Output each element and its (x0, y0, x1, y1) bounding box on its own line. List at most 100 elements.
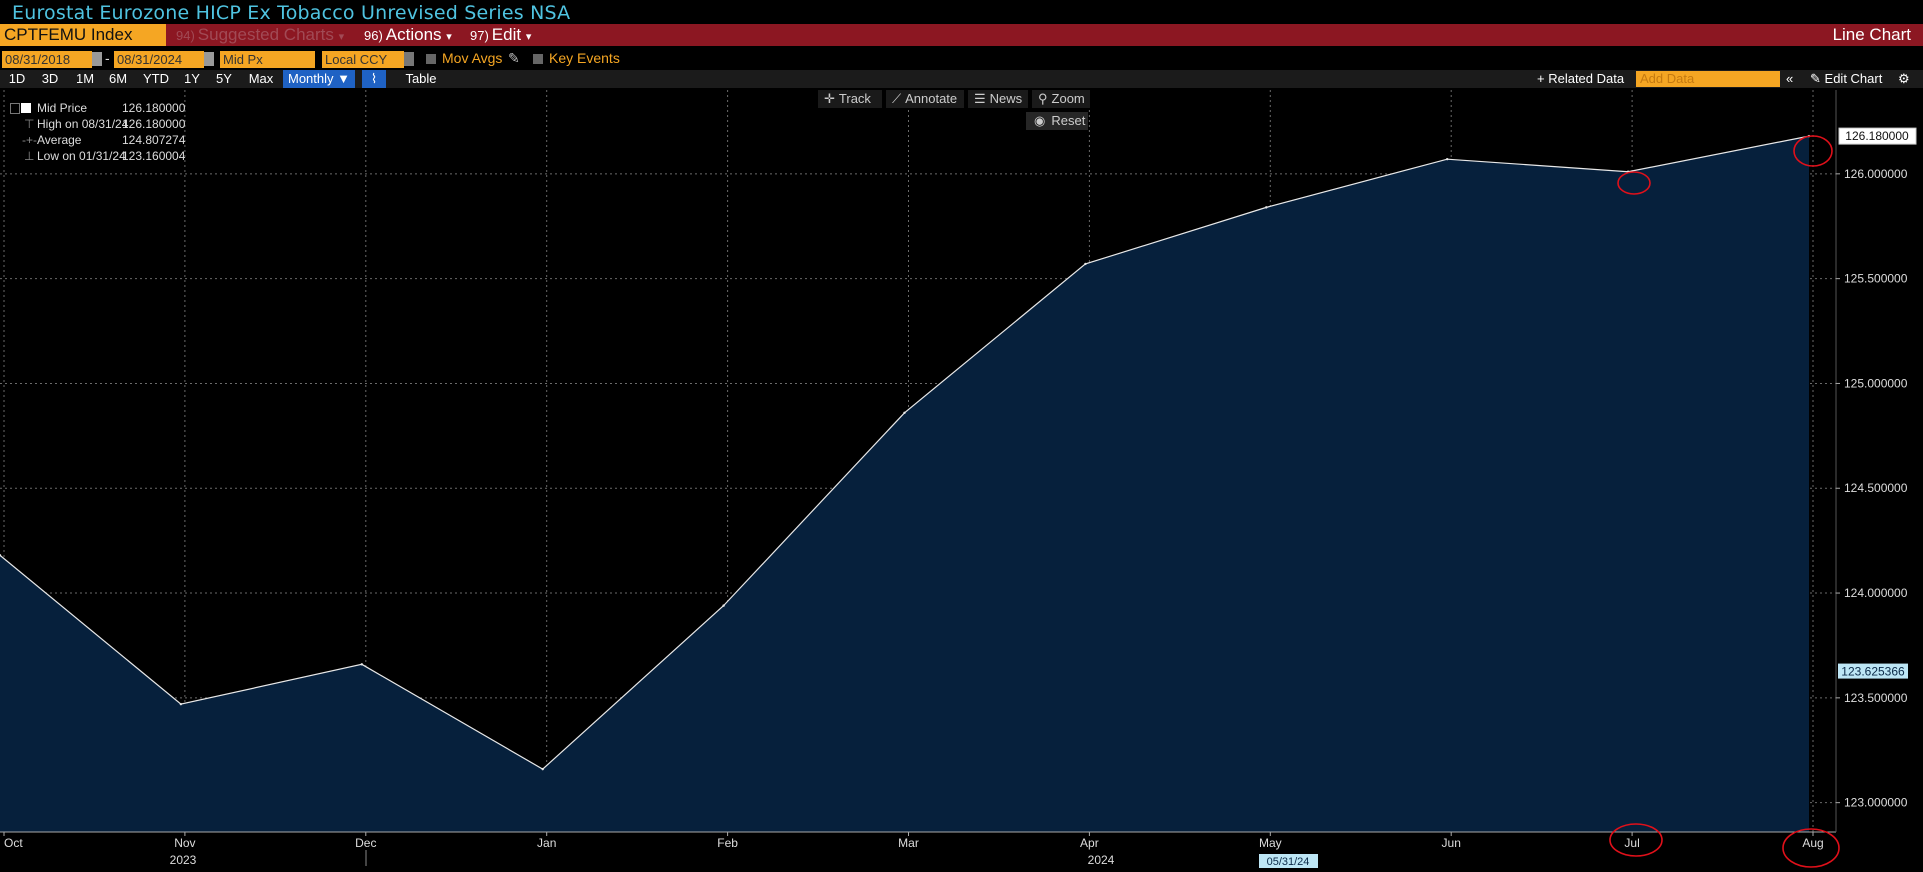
data-point (903, 411, 906, 414)
range-1d[interactable]: 1D (8, 71, 26, 86)
data-point (360, 663, 363, 666)
legend-swatch (21, 103, 31, 113)
add-data-input[interactable]: Add Data (1636, 71, 1780, 87)
data-point (1446, 157, 1449, 161)
range-5y[interactable]: 5Y (216, 71, 232, 86)
legend-tree-icon (10, 103, 20, 114)
annotate-tool[interactable]: ⟋ Annotate (886, 90, 964, 108)
key-events-checkbox[interactable] (533, 54, 543, 64)
end-date-input[interactable]: 08/31/2024 (114, 51, 204, 68)
suggested-charts-number: 94) (176, 28, 195, 43)
legend-row-high: ⊤ High on 08/31/24126.180000 (10, 116, 185, 132)
line-chart-icon[interactable]: ⌇ (362, 70, 386, 88)
table-button[interactable]: Table (405, 71, 437, 86)
legend-avg-label: Average (37, 133, 82, 147)
zoom-tool[interactable]: ⚲ Zoom (1032, 90, 1090, 108)
frequency-label: Monthly (287, 71, 334, 86)
legend-low-value: 123.160004 (122, 149, 186, 163)
chevron-down-icon: ▾ (525, 31, 532, 43)
title-bar: Eurostat Eurozone HICP Ex Tobacco Unrevi… (0, 0, 1923, 24)
news-icon: ☰ (974, 91, 986, 106)
gear-icon[interactable]: ⚙ (1898, 71, 1910, 86)
actions-label: Actions (385, 25, 442, 44)
legend-avg-value: 124.807274 (122, 133, 186, 147)
x-tick-label: Feb (717, 836, 738, 850)
edit-menu[interactable]: 97) Edit ▾ (470, 24, 531, 46)
edit-label: Edit (491, 25, 522, 44)
edit-number: 97) (470, 28, 489, 43)
data-point (541, 767, 544, 771)
crosshair-date-box (1259, 854, 1318, 868)
range-1y[interactable]: 1Y (184, 71, 200, 86)
range-6m[interactable]: 6M (108, 71, 128, 86)
year-label: 2023 (170, 853, 197, 867)
key-events-label: Key Events (549, 50, 620, 66)
series-line-mid-price (0, 135, 1810, 770)
suggested-charts-menu[interactable]: 94) Suggested Charts ▾ (176, 24, 344, 46)
data-point (722, 604, 725, 607)
data-point (179, 702, 183, 706)
menu-bar (0, 24, 1923, 46)
y-tick-label: 123.500000 (1844, 691, 1908, 705)
pencil-icon: ✎ (1810, 71, 1821, 86)
suggested-charts-label: Suggested Charts (197, 25, 334, 44)
chevron-down-icon[interactable] (404, 52, 414, 66)
annotation-circle-jul-label (1609, 823, 1663, 857)
controls-bar (0, 46, 1923, 70)
crosshair-icon: ✛ (824, 91, 835, 106)
calendar-icon[interactable] (204, 52, 214, 66)
reset-button[interactable]: ◉ Reset (1026, 112, 1088, 130)
range-bar (0, 70, 1923, 88)
annotate-icon: ⟋ (892, 91, 902, 106)
average-marker-icon: -+- (22, 133, 37, 147)
range-1m[interactable]: 1M (75, 71, 95, 86)
range-ytd[interactable]: YTD (143, 71, 169, 86)
frequency-select[interactable]: Monthly ▼ (283, 70, 355, 88)
legend-mid-value: 126.180000 (122, 101, 186, 115)
pencil-icon[interactable]: ✎ (508, 50, 520, 66)
crosshair-value-label: 123.625366 (1841, 665, 1905, 679)
chevron-down-icon: ▼ (337, 71, 351, 86)
data-point (1084, 262, 1087, 266)
legend-row-avg: -+- Average 124.807274 (10, 132, 185, 148)
last-value-box (1838, 127, 1917, 145)
x-tick-label: Oct (4, 836, 23, 850)
related-data-button[interactable]: + Related Data (1537, 71, 1625, 86)
ticker-field[interactable]: CPTFEMU Index (0, 24, 166, 46)
reset-label: Reset (1051, 113, 1086, 128)
x-tick-label: Nov (174, 836, 195, 850)
x-tick-label: Apr (1080, 836, 1099, 850)
y-tick-label: 125.500000 (1844, 272, 1908, 286)
x-tick-label: Dec (355, 836, 376, 850)
y-tick-label: 125.000000 (1844, 376, 1908, 390)
reset-icon: ◉ (1034, 113, 1046, 128)
legend: Mid Price 126.180000 ⊤ High on 08/31/24126… (10, 100, 185, 164)
actions-number: 96) (364, 28, 383, 43)
y-tick-label: 123.000000 (1844, 796, 1908, 810)
crosshair-value-box (1838, 663, 1908, 679)
x-tick-label: Aug (1802, 836, 1823, 850)
x-tick-label: Jun (1442, 836, 1461, 850)
legend-high-value: 126.180000 (122, 117, 186, 131)
news-tool[interactable]: ☰ News (968, 90, 1028, 108)
track-label: Track (838, 91, 871, 106)
low-marker-icon: ⊥ (24, 149, 35, 163)
range-max[interactable]: Max (248, 71, 274, 86)
date-separator: - (105, 50, 110, 66)
y-tick-label: 124.500000 (1844, 481, 1908, 495)
annotation-circle-jul-point (1617, 171, 1651, 195)
edit-chart-button[interactable]: ✎ Edit Chart (1810, 70, 1882, 88)
annotation-circle-aug-point (1793, 135, 1833, 167)
calendar-icon[interactable] (92, 52, 102, 66)
range-3d[interactable]: 3D (41, 71, 59, 86)
field-select[interactable]: Mid Px (220, 51, 315, 68)
currency-select[interactable]: Local CCY (322, 51, 404, 68)
track-tool[interactable]: ✛ Track (818, 90, 882, 108)
search-icon: ⚲ (1038, 91, 1048, 106)
actions-menu[interactable]: 96) Actions ▾ (364, 24, 452, 46)
y-tick-label: 126.000000 (1844, 167, 1908, 181)
mov-avgs-checkbox[interactable] (426, 54, 436, 64)
start-date-input[interactable]: 08/31/2018 (2, 51, 92, 68)
collapse-icon[interactable]: « (1786, 71, 1794, 86)
